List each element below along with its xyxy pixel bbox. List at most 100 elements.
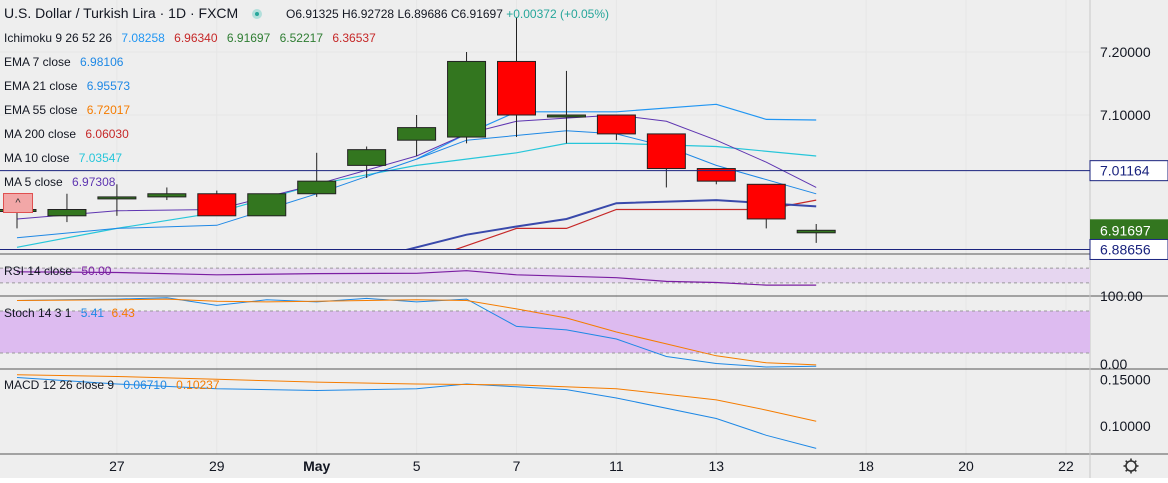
gear-icon-tooth <box>1133 460 1137 464</box>
rsi-line <box>16 270 817 286</box>
stoch-d-line <box>16 298 817 366</box>
candle-body <box>97 196 137 200</box>
candle-body <box>247 193 287 217</box>
gear-icon-tooth <box>1125 468 1129 472</box>
gear-icon-tooth <box>1125 460 1129 464</box>
symbol-title[interactable]: U.S. Dollar / Turkish Lira <box>4 5 156 21</box>
legend-label: EMA 55 close <box>4 103 78 117</box>
price-panel <box>0 17 836 250</box>
candle-body <box>546 114 586 118</box>
legend-value: 50.00 <box>81 264 112 278</box>
macd-line <box>16 377 817 449</box>
legend-ma200[interactable]: MA 200 close 6.06030 <box>4 127 129 141</box>
legend-value: 6.43 <box>111 306 135 320</box>
macd-signal-line <box>16 374 817 422</box>
time-axis-label: 20 <box>958 458 974 474</box>
legend-value: 6.36537 <box>332 31 376 45</box>
price-marker-label: 7.01164 <box>1100 163 1150 179</box>
legend-value: 6.72017 <box>86 103 131 117</box>
legend-value: 0.10237 <box>176 378 220 392</box>
close-value: C6.91697 <box>450 7 503 21</box>
legend-value: 6.98106 <box>80 55 124 69</box>
macd-tick-label: 0.10000 <box>1100 418 1151 434</box>
price-tick-label: 7.20000 <box>1100 44 1151 60</box>
legend-label: MA 200 close <box>4 127 77 141</box>
macd-tick-label: 0.15000 <box>1100 371 1151 387</box>
candle-body <box>646 133 686 170</box>
gear-icon[interactable] <box>1123 458 1139 474</box>
legend-value: 6.95573 <box>86 79 131 93</box>
legend-ema21[interactable]: EMA 21 close 6.95573 <box>4 79 130 93</box>
candle-body <box>447 60 487 138</box>
interval-label[interactable]: 1D <box>168 5 187 21</box>
legend-ema55[interactable]: EMA 55 close 6.72017 <box>4 103 130 117</box>
time-axis-label: 11 <box>609 458 624 474</box>
candle-body <box>197 193 237 217</box>
legend-ichimoku[interactable]: Ichimoku 9 26 52 26 7.08258 6.96340 6.91… <box>4 31 376 45</box>
stoch-tick-label: 0.00 <box>1100 356 1127 372</box>
legend-value: 7.03547 <box>78 151 123 165</box>
legend-label: MA 5 close <box>4 175 63 189</box>
overlay-line <box>401 199 817 250</box>
legend-value: 6.96340 <box>174 31 218 45</box>
candle-body <box>47 209 87 217</box>
legend-label: RSI 14 close <box>4 264 73 278</box>
current-price-badge <box>1090 219 1168 242</box>
candle-body <box>497 60 536 116</box>
price-tick-label: 7.10000 <box>1100 107 1151 123</box>
legend-value: 5.41 <box>80 306 105 320</box>
market-status-icon <box>252 9 263 19</box>
legend-ma5[interactable]: MA 5 close 6.97308 <box>4 175 115 189</box>
time-axis-label: 13 <box>709 458 725 474</box>
price-marker-badge <box>1089 160 1168 182</box>
legend-value: 0.06710 <box>123 378 167 392</box>
price-marker-badge <box>1089 238 1168 260</box>
legend-label: EMA 21 close <box>4 79 78 93</box>
legend-label: EMA 7 close <box>4 55 71 69</box>
legend-value: 6.06030 <box>85 127 129 141</box>
time-axis-label: 18 <box>858 458 874 474</box>
candle-body <box>147 193 187 198</box>
high-value: H6.92728 <box>342 7 395 21</box>
stoch-k-line <box>16 297 817 368</box>
candle-body <box>696 168 736 182</box>
legend-label: Stoch 14 3 1 <box>4 306 72 320</box>
low-value: L6.89686 <box>397 7 448 21</box>
time-axis-label: 5 <box>413 458 421 474</box>
time-axis-label: 29 <box>209 458 225 474</box>
legend-value: 6.97308 <box>72 175 116 189</box>
time-axis-label: 7 <box>513 458 521 474</box>
legend-label: Ichimoku 9 26 52 26 <box>4 31 113 45</box>
gear-icon-tooth <box>1133 468 1137 472</box>
candle-body <box>796 229 836 234</box>
legend-ema7[interactable]: EMA 7 close 6.98106 <box>4 55 123 69</box>
collapse-legend-button[interactable]: ^ <box>3 193 33 213</box>
legend-value: 7.08258 <box>121 31 165 45</box>
time-axis-label: 22 <box>1058 458 1074 474</box>
candle-body <box>746 183 786 220</box>
change-value: +0.00372 (+0.05%) <box>506 7 609 21</box>
chart-header: U.S. Dollar / Turkish Lira · 1D · FXCM O… <box>4 5 609 21</box>
open-value: O6.91325 <box>285 7 339 21</box>
legend-value: 6.52217 <box>279 31 324 45</box>
current-price-label: 6.91697 <box>1100 222 1151 238</box>
legend-label: MACD 12 26 close 9 <box>4 378 115 392</box>
time-axis-label: May <box>303 458 330 474</box>
stoch-band <box>0 311 1090 353</box>
legend-ma10[interactable]: MA 10 close 7.03547 <box>4 151 122 165</box>
legend-label: MA 10 close <box>4 151 70 165</box>
legend-rsi[interactable]: RSI 14 close 50.00 <box>4 264 111 278</box>
candle-body <box>397 127 437 141</box>
legend-macd[interactable]: MACD 12 26 close 9 0.06710 0.10237 <box>4 378 220 392</box>
candle-body <box>297 180 337 195</box>
stoch-tick-label: 100.00 <box>1100 288 1143 304</box>
time-axis-label: 27 <box>109 458 125 474</box>
source-label: FXCM <box>198 5 239 21</box>
chevron-up-icon: ^ <box>15 197 21 209</box>
legend-stoch[interactable]: Stoch 14 3 1 5.41 6.43 <box>4 306 135 320</box>
legend-value: 6.91697 <box>226 31 271 45</box>
candle-body <box>596 114 636 135</box>
